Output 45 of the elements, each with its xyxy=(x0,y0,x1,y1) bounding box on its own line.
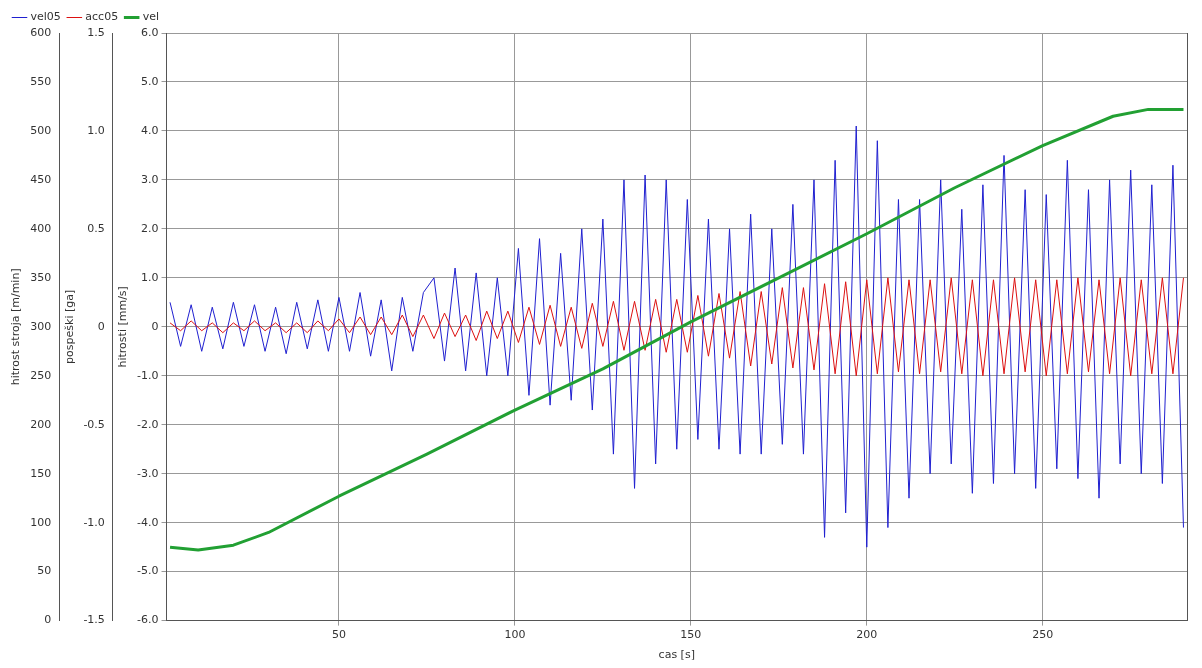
y-axis-title: hitrosti [mm/s] xyxy=(116,286,130,368)
x-tick-label: 150 xyxy=(680,628,702,642)
x-tick-label: 50 xyxy=(331,628,346,642)
y3-tick-label: 1.5 xyxy=(87,25,105,39)
y3-tick-label: 0.5 xyxy=(87,221,105,235)
y-tick-label: -5.0 xyxy=(137,564,159,578)
x-tick-label: 200 xyxy=(856,628,878,642)
y2-tick-label: 450 xyxy=(30,172,52,186)
y2-tick-label: 150 xyxy=(30,466,52,480)
y2-tick-label: 600 xyxy=(30,25,52,39)
y-tick-label: -2.0 xyxy=(137,417,159,431)
legend-label: acc05 xyxy=(85,10,119,24)
y-tick-label: 5.0 xyxy=(141,74,159,88)
y-tick-label: -4.0 xyxy=(137,515,159,529)
y-tick-label: 1.0 xyxy=(141,270,159,284)
y2-tick-label: 400 xyxy=(30,221,52,235)
y-tick-label: 2.0 xyxy=(141,221,159,235)
legend-label: vel xyxy=(142,10,160,24)
y-tick-label: -6.0 xyxy=(137,613,159,627)
x-tick-label: 100 xyxy=(504,628,526,642)
y2-tick-label: 300 xyxy=(30,319,52,333)
y-tick-label: 0 xyxy=(151,319,159,333)
y3-tick-label: 1.0 xyxy=(87,123,105,137)
y2-tick-label: 250 xyxy=(30,368,52,382)
y2-tick-label: 500 xyxy=(30,123,52,137)
y2-tick-label: 200 xyxy=(30,417,52,431)
y2-tick-label: 350 xyxy=(30,270,52,284)
y-tick-label: 6.0 xyxy=(141,25,159,39)
y-tick-label: 4.0 xyxy=(141,123,159,137)
y3-tick-label: 0 xyxy=(97,319,105,333)
y3-tick-label: -1.5 xyxy=(83,613,105,627)
x-tick-label: 250 xyxy=(1032,628,1054,642)
y2-tick-label: 100 xyxy=(30,515,52,529)
y2-axis-title: hitrost stroja [m/min] xyxy=(9,268,23,386)
legend-label: vel05 xyxy=(30,10,61,24)
x-axis-title: cas [s] xyxy=(658,648,695,662)
y3-tick-label: -1.0 xyxy=(83,515,105,529)
y2-tick-label: 550 xyxy=(30,74,52,88)
y3-tick-label: -0.5 xyxy=(83,417,105,431)
y2-tick-label: 0 xyxy=(44,613,52,627)
y-tick-label: -3.0 xyxy=(137,466,159,480)
y2-tick-label: 50 xyxy=(37,564,52,578)
y-tick-label: -1.0 xyxy=(137,368,159,382)
y-tick-label: 3.0 xyxy=(141,172,159,186)
y3-axis-title: pospeški [ga] xyxy=(62,289,76,364)
